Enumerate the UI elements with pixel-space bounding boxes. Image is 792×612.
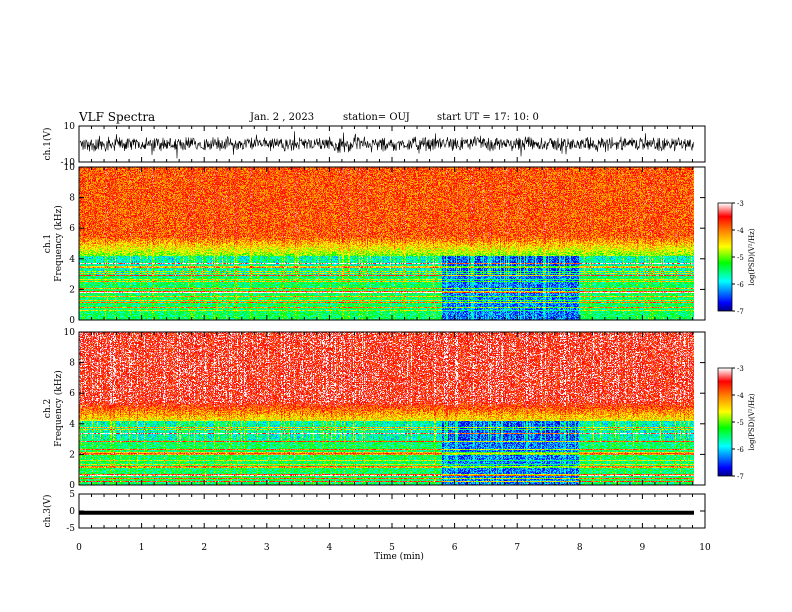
ch1-trace xyxy=(79,131,695,159)
colorbar-tick-label: -7 xyxy=(737,473,744,481)
colorbar-tick-label: -4 xyxy=(737,392,744,400)
colorbar-tick-label: -6 xyxy=(737,281,744,289)
ch1-ylabel: ch.1(V) xyxy=(42,128,53,161)
ch1-waveform-panel: 10 -10 ch.1(V) xyxy=(42,122,706,168)
colorbar-tick-label: -5 xyxy=(737,419,744,427)
ch1-spectrogram-image xyxy=(79,167,694,320)
ch2-spectrogram-image xyxy=(79,332,694,485)
x-tick-label: 8 xyxy=(577,543,583,553)
y-tick-label: 4 xyxy=(69,255,75,265)
y-tick-label: 10 xyxy=(64,163,76,173)
start-time-label: start UT = 17: 10: 0 xyxy=(437,112,539,123)
colorbar-label: log(PSD)(V²/Hz) xyxy=(748,393,756,450)
y-tick-label: 0 xyxy=(69,507,75,517)
ch3-ylabel: ch.3(V) xyxy=(42,495,53,528)
x-tick-label: 1 xyxy=(139,543,145,553)
x-axis-label: Time (min) xyxy=(374,551,424,562)
x-tick-label: 7 xyxy=(514,543,520,553)
y-tick-label: 0 xyxy=(69,316,75,326)
ch2-spectrogram-frame xyxy=(78,331,706,486)
colorbar-tick-label: -3 xyxy=(737,200,744,208)
colorbar-frame xyxy=(717,202,733,312)
colorbar-label: log(PSD)(V²/Hz) xyxy=(748,228,756,285)
ch2-spectrogram-panel: 0 2 4 6 8 10 ch.2 Frequency (kHz) xyxy=(43,328,706,491)
x-tick-label: 10 xyxy=(699,543,711,553)
ch2-colorbar xyxy=(718,368,732,476)
y-tick-label: 6 xyxy=(69,224,75,234)
colorbar-tick-label: -6 xyxy=(737,446,744,454)
y-tick-label: 2 xyxy=(69,450,75,460)
spec-ylabel-channel: ch.2 xyxy=(43,399,53,418)
colorbar-tick-label: -5 xyxy=(737,254,744,262)
x-tick-label: 4 xyxy=(327,543,333,553)
x-tick-label: 2 xyxy=(201,543,207,553)
spec-ylabel-frequency: Frequency (kHz) xyxy=(53,370,64,447)
spec-ylabel-frequency: Frequency (kHz) xyxy=(53,205,64,282)
y-tick-label: 4 xyxy=(69,420,75,430)
x-tick-label: 6 xyxy=(452,543,458,553)
ch1-spectrogram-panel: 0 2 4 6 8 10 ch.1 Frequency (kHz) xyxy=(43,163,706,326)
y-tick-label: -10 xyxy=(61,158,76,168)
colorbar-tick-label: -3 xyxy=(737,365,744,373)
colorbars: -3 -4 -5 -6 -7 log(PSD)(V²/Hz) -3 -4 -5 -6 -7 log(P… xyxy=(717,200,756,481)
colorbar-tick-label: -4 xyxy=(737,227,744,235)
ch1-spectrogram-frame xyxy=(78,166,706,321)
ch1-colorbar xyxy=(718,203,732,311)
x-tick-label: 0 xyxy=(76,543,82,553)
y-tick-label: 0 xyxy=(69,481,75,491)
date-label: Jan. 2 , 2023 xyxy=(250,112,315,123)
station-label: station= OUJ xyxy=(343,112,410,123)
y-tick-label: -5 xyxy=(66,524,75,534)
x-tick-label: 5 xyxy=(389,543,395,553)
colorbar-tick-label: -7 xyxy=(737,308,744,316)
y-tick-label: 6 xyxy=(69,389,75,399)
y-tick-label: 5 xyxy=(69,490,75,500)
y-tick-label: 2 xyxy=(69,285,75,295)
y-tick-label: 8 xyxy=(69,359,75,369)
y-tick-label: 10 xyxy=(64,328,76,338)
x-tick-label: 3 xyxy=(264,543,270,553)
y-tick-label: 8 xyxy=(69,194,75,204)
y-tick-label: 10 xyxy=(64,122,76,132)
spec-ylabel-channel: ch.1 xyxy=(43,234,53,253)
x-tick-label: 9 xyxy=(640,543,646,553)
colorbar-frame xyxy=(717,367,733,477)
figure-title: VLF Spectra xyxy=(79,110,156,124)
